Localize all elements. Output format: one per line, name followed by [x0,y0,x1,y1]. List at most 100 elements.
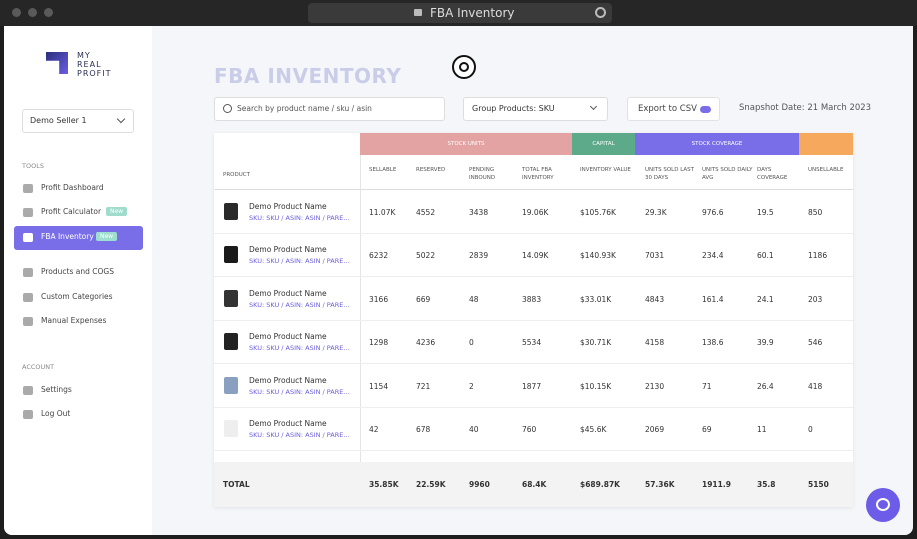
cell: $105.76K [580,208,616,217]
cell: 203 [808,294,823,304]
cell: 3883 [522,294,542,304]
seller-name: Demo Seller 1 [30,116,87,125]
chat-icon [876,498,890,511]
column-header: TOTAL FBA INVENTORY [522,167,554,181]
sidebar [4,26,152,535]
nav-icon [23,184,33,193]
product-name: Demo Product Name [249,375,327,385]
cell: 4158 [645,338,665,348]
cell: 2 [469,381,474,391]
product-sku[interactable]: SKU: SKU / ASIN: ASIN / PARE... [249,214,350,222]
group-select[interactable]: Group Products: SKU [463,97,608,121]
cell: 418 [808,381,823,391]
nav-icon [23,317,33,326]
new-badge: New [96,232,118,241]
row-line [214,319,853,321]
column-header: INVENTORY VALUE [580,167,631,173]
nav-icon [23,268,33,277]
cell: $30.71K [580,338,612,348]
nav-item[interactable]: Settings [41,385,72,394]
export-button[interactable]: Export to CSV [627,97,720,121]
cell: 42 [369,425,379,434]
cell: 850 [808,208,823,217]
total-row [214,462,853,507]
cell: 161.4 [702,294,724,304]
section-title: TOOLS [22,162,44,170]
nav-item[interactable]: Profit Calculator [41,207,102,216]
column-header: SELLABLE [369,167,397,173]
total-cell: 22.59K [416,480,446,489]
cloud-icon [700,106,711,113]
product-image [224,376,238,394]
cell: 14.09K [522,251,549,261]
cell: 976.6 [702,208,724,217]
cell: 48 [469,294,479,304]
cell: 2130 [645,381,665,391]
chevron [589,102,598,111]
product-sku[interactable]: SKU: SKU / ASIN: ASIN / PARE... [249,344,350,353]
row-line [214,406,853,408]
product-name: Demo Product Name [249,288,327,298]
cell: 3166 [369,294,389,304]
product-name: Demo Product Name [249,332,327,342]
nav-item[interactable]: Products and COGS [41,267,114,276]
window-dot [28,8,37,17]
column-header: PENDING INBOUND [469,167,496,181]
nav-icon [23,233,33,242]
nav-item[interactable]: Profit Dashboard [41,183,104,192]
cell: 1154 [369,381,389,391]
product-image [224,333,238,351]
cell: $10.15K [580,381,612,391]
total-cell: 57.36K [645,480,675,489]
cell: 138.6 [702,338,724,348]
column-header: UNITS SOLD DAILY AVG [702,167,753,181]
cell: 1298 [369,338,389,348]
product-divider [360,155,361,507]
total-cell: 35.8 [757,480,776,489]
search-box[interactable]: Search by product name / sku / asin [214,97,445,121]
cell: 5022 [416,251,436,261]
nav-item[interactable]: FBA Inventory [41,232,94,241]
cell: 5534 [522,338,542,348]
product-name: Demo Product Name [249,202,327,211]
group-header: STOCK COVERAGE [635,133,799,155]
cell: 2069 [645,425,665,434]
nav-item[interactable]: Log Out [41,409,71,418]
total-cell: 68.4K [522,480,547,489]
page-title: FBA INVENTORY [214,64,402,88]
product-sku[interactable]: SKU: SKU / ASIN: ASIN / PARE... [249,387,350,396]
product-sku[interactable]: SKU: SKU / ASIN: ASIN / PARE... [249,431,350,439]
group-label: STOCK UNITS [447,141,485,147]
cell: 19.06K [522,208,549,217]
total-cell: 9960 [469,480,490,489]
nav-icon [23,208,33,217]
cell: 71 [702,381,712,391]
nav-icon [23,293,33,302]
cell: 40 [469,425,479,434]
cell: 1877 [522,381,542,391]
nav-item[interactable]: Custom Categories [41,292,113,301]
row-line [214,450,853,451]
cell: 4236 [416,338,436,348]
cell: 60.1 [757,251,774,261]
product-sku[interactable]: SKU: SKU / ASIN: ASIN / PARE... [249,300,350,309]
header-line [214,189,853,190]
reload-icon [595,7,606,18]
product-name: Demo Product Name [249,419,327,428]
active-item [14,226,143,250]
nav-icon [23,386,33,395]
cell: 26.4 [757,381,774,391]
cell: $45.6K [580,425,607,434]
product-sku[interactable]: SKU: SKU / ASIN: ASIN / PARE... [249,257,350,266]
group-label: STOCK COVERAGE [691,141,743,147]
seller-select[interactable]: Demo Seller 1 [22,109,134,133]
column-header: PRODUCT [223,172,250,178]
cell: $33.01K [580,294,612,304]
total-cell: 5150 [808,480,829,489]
nav-item[interactable]: Manual Expenses [41,316,107,325]
search-icon [223,104,232,113]
cell: 24.1 [757,294,774,304]
cell: 4843 [645,294,665,304]
group-header: STOCK UNITS [360,133,572,155]
cell: 3438 [469,208,489,217]
